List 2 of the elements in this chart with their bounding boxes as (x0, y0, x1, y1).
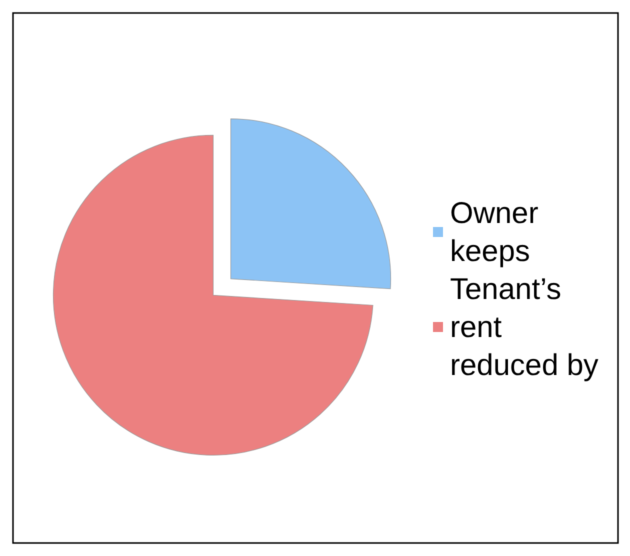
legend-label: Tenant’s rent reduced by (450, 272, 598, 382)
legend-label: Owner keeps (450, 196, 538, 268)
